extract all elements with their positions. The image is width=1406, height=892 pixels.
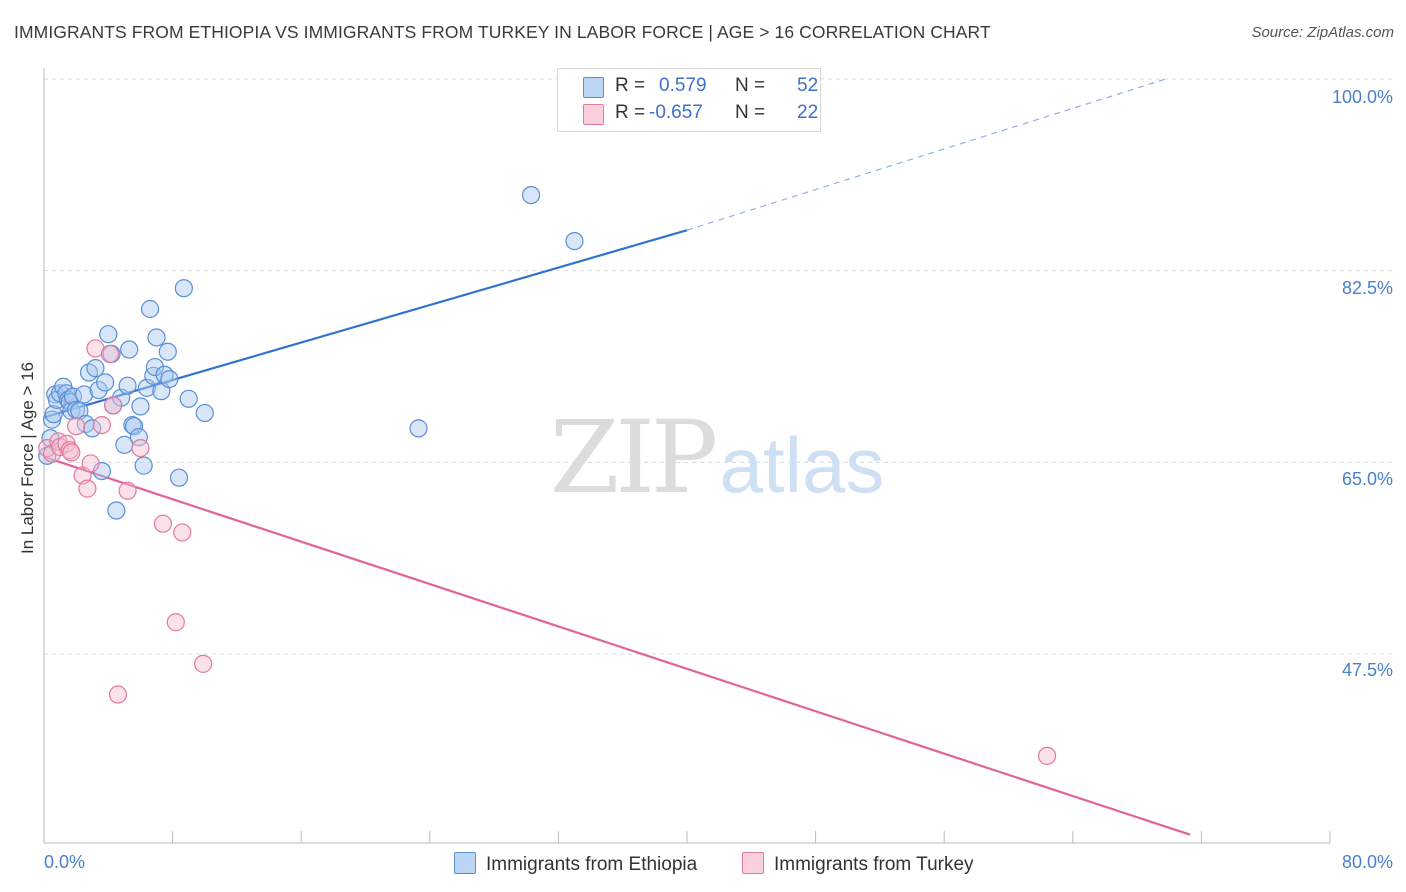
y-axis-title: In Labor Force | Age > 16 xyxy=(18,361,37,555)
data-point-ethiopia xyxy=(195,403,214,423)
data-point-ethiopia xyxy=(409,419,428,438)
data-point-turkey xyxy=(153,514,173,533)
legend-swatch-turkey xyxy=(742,852,764,874)
trend-line-ethiopia xyxy=(43,229,688,419)
data-point-turkey xyxy=(131,438,150,458)
n-value: 52 xyxy=(797,75,819,96)
data-point-ethiopia xyxy=(99,325,118,344)
data-point-ethiopia xyxy=(179,389,198,408)
data-point-ethiopia xyxy=(118,376,137,395)
data-point-ethiopia xyxy=(86,359,105,378)
data-point-turkey xyxy=(194,654,213,673)
stats-legend: R = 0.579 N = 52 R = -0.657 N = 22 xyxy=(557,68,821,132)
swatch-turkey xyxy=(583,104,604,125)
legend-item-ethiopia: Immigrants from Ethiopia xyxy=(454,852,697,876)
data-point-ethiopia xyxy=(147,328,166,347)
data-point-turkey xyxy=(173,523,192,542)
data-point-ethiopia xyxy=(134,456,153,475)
r-value: -0.657 xyxy=(649,102,703,123)
data-point-ethiopia xyxy=(120,340,139,359)
legend-label-ethiopia: Immigrants from Ethiopia xyxy=(486,854,698,875)
series-turkey xyxy=(38,339,1057,765)
watermark: ZIP atlas xyxy=(550,399,885,516)
watermark-atlas: atlas xyxy=(720,421,885,509)
legend-item-turkey: Immigrants from Turkey xyxy=(742,852,974,876)
data-point-ethiopia xyxy=(158,342,177,361)
data-point-turkey xyxy=(81,454,100,473)
data-point-ethiopia xyxy=(95,373,115,392)
data-point-turkey xyxy=(108,685,128,704)
data-point-turkey xyxy=(67,417,86,436)
n-label: N = xyxy=(735,102,766,123)
n-value: 22 xyxy=(797,102,819,123)
r-label: R = xyxy=(615,75,646,96)
series-ethiopia xyxy=(38,185,584,520)
data-point-turkey xyxy=(104,396,123,415)
y-tick-label-47-5: 47.5% xyxy=(1341,660,1393,680)
data-point-ethiopia xyxy=(44,405,63,424)
chart-title: IMMIGRANTS FROM ETHIOPIA VS IMMIGRANTS F… xyxy=(14,22,991,42)
data-point-ethiopia xyxy=(75,385,94,404)
data-point-turkey xyxy=(100,344,120,364)
watermark-zip: ZIP xyxy=(550,399,715,516)
data-point-turkey xyxy=(1037,746,1057,765)
data-point-turkey xyxy=(118,481,137,500)
y-tick-label-65: 65.0% xyxy=(1341,469,1393,489)
data-point-ethiopia xyxy=(145,357,165,377)
source-label: Source: ZipAtlas.com xyxy=(1251,24,1394,41)
data-point-turkey xyxy=(38,438,57,458)
trend-line-ethiopia-extension xyxy=(686,77,1170,231)
y-tick-label-100: 100.0% xyxy=(1331,87,1393,107)
data-point-turkey xyxy=(166,613,185,632)
data-point-ethiopia xyxy=(131,397,150,416)
r-label: R = xyxy=(615,102,646,123)
data-point-ethiopia xyxy=(140,299,160,319)
data-point-ethiopia xyxy=(107,501,126,520)
data-point-ethiopia xyxy=(83,419,102,438)
data-point-turkey xyxy=(62,443,81,462)
x-tick-label-max: 80.0% xyxy=(1341,852,1393,872)
data-point-ethiopia xyxy=(169,468,189,487)
data-point-ethiopia xyxy=(160,369,179,389)
data-point-ethiopia xyxy=(174,279,193,298)
data-point-ethiopia xyxy=(124,417,144,436)
swatch-ethiopia xyxy=(583,77,604,98)
data-point-turkey xyxy=(78,479,97,498)
y-tick-label-82-5: 82.5% xyxy=(1341,278,1393,298)
trend-lines xyxy=(43,77,1191,836)
n-label: N = xyxy=(735,75,766,96)
legend-label-turkey: Immigrants from Turkey xyxy=(774,854,974,875)
data-point-ethiopia xyxy=(521,185,541,205)
legend-swatch-ethiopia xyxy=(454,852,476,874)
x-tick-label-min: 0.0% xyxy=(44,852,86,872)
data-point-turkey xyxy=(92,415,111,435)
gridlines xyxy=(44,78,1392,655)
trend-line-turkey xyxy=(43,455,1191,836)
r-value: 0.579 xyxy=(659,75,707,96)
data-point-ethiopia xyxy=(565,231,584,251)
